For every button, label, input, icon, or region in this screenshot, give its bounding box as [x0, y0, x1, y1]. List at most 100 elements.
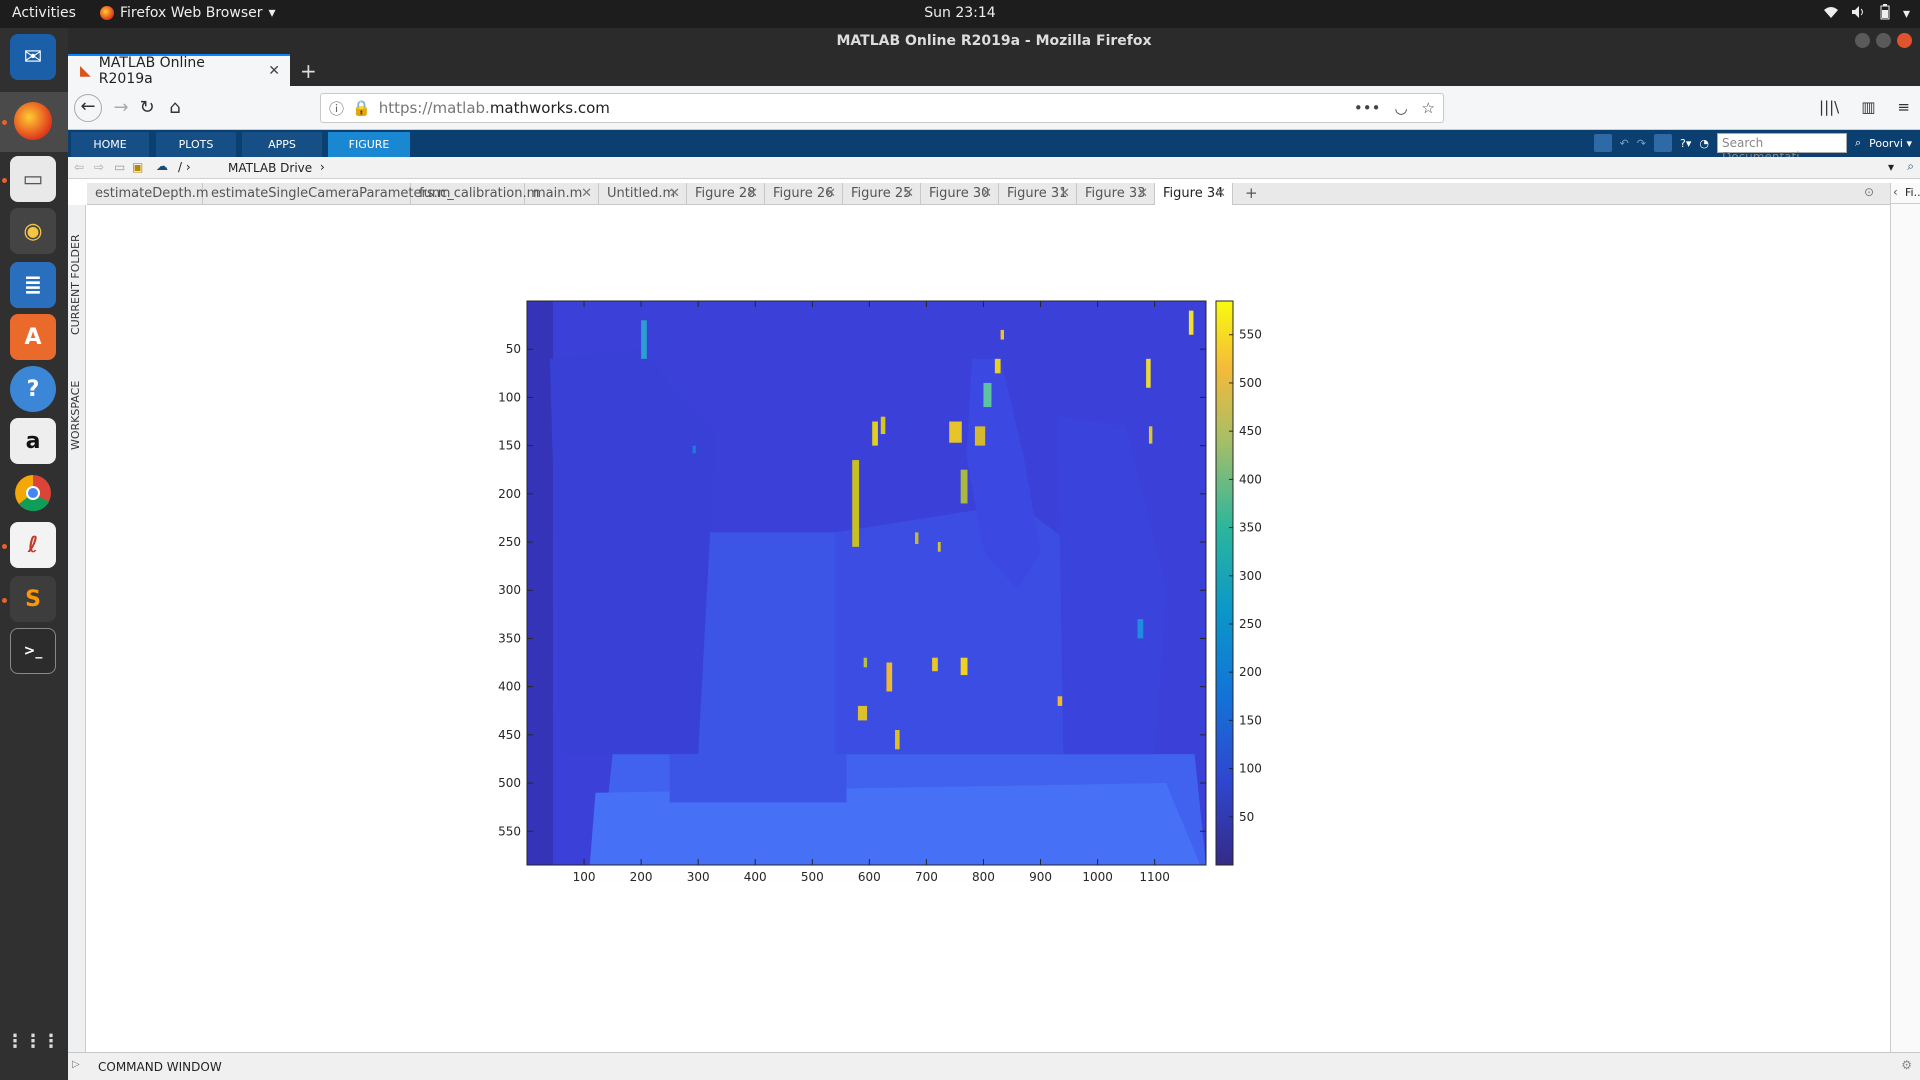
close-tab-icon[interactable]: ✕ [903, 186, 914, 201]
close-tab-icon[interactable]: ✕ [669, 186, 680, 201]
editor-tab[interactable]: main.m ✕ [525, 183, 599, 205]
battery-icon [1879, 4, 1891, 24]
close-tab-icon[interactable]: ✕ [581, 186, 592, 201]
clock[interactable]: Sun 23:14 [924, 5, 996, 21]
evince-icon[interactable]: ℓ [10, 522, 56, 568]
back-icon[interactable]: ⇦ [74, 160, 85, 174]
bookmark-star-icon[interactable]: ☆ [1421, 99, 1435, 117]
chevron-left-icon[interactable]: ‹ [1893, 185, 1898, 199]
new-figure-icon[interactable]: + [1245, 184, 1258, 202]
close-tab-icon[interactable]: ✕ [747, 186, 758, 201]
amazon-icon[interactable]: a [10, 418, 56, 464]
close-window-icon[interactable] [1897, 33, 1912, 48]
collapse-icon[interactable]: ◔ [1699, 136, 1709, 150]
editor-tab[interactable]: Untitled.m ✕ [599, 183, 687, 205]
close-tab-icon[interactable]: ✕ [981, 186, 992, 201]
tab-figure[interactable]: FIGURE [328, 132, 410, 157]
editor-tab[interactable]: estimateSingleCameraParameters.m✕ [203, 183, 450, 223]
search-icon[interactable]: ⌕ [1907, 159, 1914, 173]
user-menu[interactable]: Poorvi ▾ [1869, 136, 1912, 150]
editor-tab[interactable]: Figure 28 ✕ [687, 183, 765, 205]
close-tab-icon[interactable]: ✕ [268, 63, 280, 79]
new-tab-icon[interactable]: + [300, 59, 317, 83]
pocket-icon[interactable]: ◡ [1394, 99, 1408, 117]
library-icon[interactable]: |||\ [1819, 98, 1840, 116]
firefox-icon [100, 6, 114, 20]
y-tick-label: 550 [498, 824, 521, 838]
sidebar-icon[interactable]: ▥ [1861, 98, 1876, 116]
help-icon[interactable]: ?▾ [1680, 136, 1692, 150]
rhythmbox-icon[interactable]: ◉ [10, 208, 56, 254]
figures-panel-tab[interactable]: Fi... [1905, 186, 1920, 199]
editor-tab[interactable]: func_calibration.m✕ [411, 183, 539, 223]
editor-tab[interactable]: Figure 34 ✕ [1155, 183, 1233, 205]
help-icon[interactable]: ? [10, 366, 56, 412]
reload-icon[interactable]: ↻ [139, 97, 155, 118]
command-window-bar[interactable]: ▷ COMMAND WINDOW ⚙ [68, 1052, 1920, 1080]
maximize-icon[interactable] [1876, 33, 1891, 48]
undock-icon[interactable]: ⊙ [1863, 185, 1874, 199]
colorbar-tick-label: 400 [1239, 472, 1262, 486]
x-tick-label: 500 [801, 870, 824, 884]
workspace-tab[interactable]: WORKSPACE [69, 380, 82, 450]
files-icon[interactable]: ▭ [10, 156, 56, 202]
activities-button[interactable]: Activities [12, 5, 76, 21]
home-icon[interactable]: ⌂ [169, 97, 181, 118]
browse-folder-icon[interactable]: ▣ [132, 160, 144, 174]
forward-icon[interactable]: ⇨ [94, 160, 105, 174]
editor-tab[interactable]: Figure 26 ✕ [765, 183, 843, 205]
close-tab-icon[interactable]: ✕ [1137, 186, 1148, 201]
breadcrumb[interactable]: MATLAB Drive [228, 161, 313, 175]
software-center-icon[interactable]: A [10, 314, 56, 360]
search-icon[interactable]: ⌕ [1855, 136, 1862, 149]
minimize-icon[interactable] [1855, 33, 1870, 48]
app-menu[interactable]: Firefox Web Browser ▾ [100, 5, 276, 21]
info-icon[interactable]: ⓘ [329, 99, 345, 118]
close-tab-icon[interactable]: ✕ [1059, 186, 1070, 201]
tab-home[interactable]: HOME [71, 132, 149, 157]
y-tick-label: 350 [498, 631, 521, 645]
thunderbird-icon[interactable]: ✉ [10, 34, 56, 80]
chevron-down-icon: ▾ [1902, 6, 1910, 22]
close-tab-icon[interactable]: ✕ [825, 186, 836, 201]
sublime-text-icon[interactable]: S [10, 576, 56, 622]
window-titlebar: MATLAB Online R2019a - Mozilla Firefox [68, 28, 1920, 54]
back-icon[interactable]: ← [74, 94, 102, 122]
application-dock: ✉ ▭ ◉ ≣ A ? a ℓ S >_ ⋮⋮⋮ [0, 28, 68, 1080]
cloud-icon[interactable]: ☁ [156, 159, 168, 173]
command-window-label: COMMAND WINDOW [98, 1060, 222, 1074]
hamburger-menu-icon[interactable]: ≡ [1897, 98, 1910, 116]
editor-tab[interactable]: Figure 33 ✕ [1077, 183, 1155, 205]
browser-tab[interactable]: ◣ MATLAB Online R2019a ✕ [68, 54, 290, 87]
chrome-icon[interactable] [10, 470, 56, 516]
forward-icon[interactable]: → [113, 97, 129, 118]
settings-icon[interactable]: ⚙ [1901, 1058, 1912, 1072]
system-tray[interactable]: ▾ [1823, 4, 1910, 24]
show-applications-icon[interactable]: ⋮⋮⋮ [6, 1030, 60, 1052]
tab-apps[interactable]: APPS [242, 132, 322, 157]
up-folder-icon[interactable]: ▭ [114, 160, 126, 174]
current-folder-tab[interactable]: CURRENT FOLDER [69, 234, 82, 335]
save-icon[interactable] [1593, 134, 1612, 152]
search-documentation-input[interactable]: Search Documentati [1717, 133, 1847, 164]
editor-tab[interactable]: Figure 31 ✕ [999, 183, 1077, 205]
url-bar[interactable]: ⓘ 🔒 https://matlab.mathworks.com ••• ◡ ☆ [320, 93, 1444, 123]
editor-tab[interactable]: Figure 30 ✕ [921, 183, 999, 205]
terminal-icon[interactable]: >_ [10, 628, 56, 674]
y-tick-label: 300 [498, 583, 521, 597]
expand-icon[interactable]: ▷ [72, 1059, 80, 1070]
firefox-icon[interactable] [10, 98, 56, 144]
editor-tab[interactable]: Figure 25 ✕ [843, 183, 921, 205]
undo-icon[interactable]: ↶ [1619, 136, 1629, 150]
page-actions-icon[interactable]: ••• [1353, 99, 1381, 117]
depth-outlier [641, 320, 647, 359]
chevron-right-icon: › [320, 160, 325, 174]
layout-icon[interactable] [1654, 134, 1673, 152]
depth-heatmap [527, 301, 1206, 865]
redo-icon[interactable]: ↷ [1636, 136, 1647, 150]
tab-plots[interactable]: PLOTS [156, 132, 236, 157]
editor-tab[interactable]: estimateDepth.m✕ [87, 183, 209, 223]
chevron-down-icon[interactable]: ▾ [1887, 160, 1894, 174]
writer-icon[interactable]: ≣ [10, 262, 56, 308]
close-tab-icon[interactable]: ✕ [1215, 186, 1226, 201]
